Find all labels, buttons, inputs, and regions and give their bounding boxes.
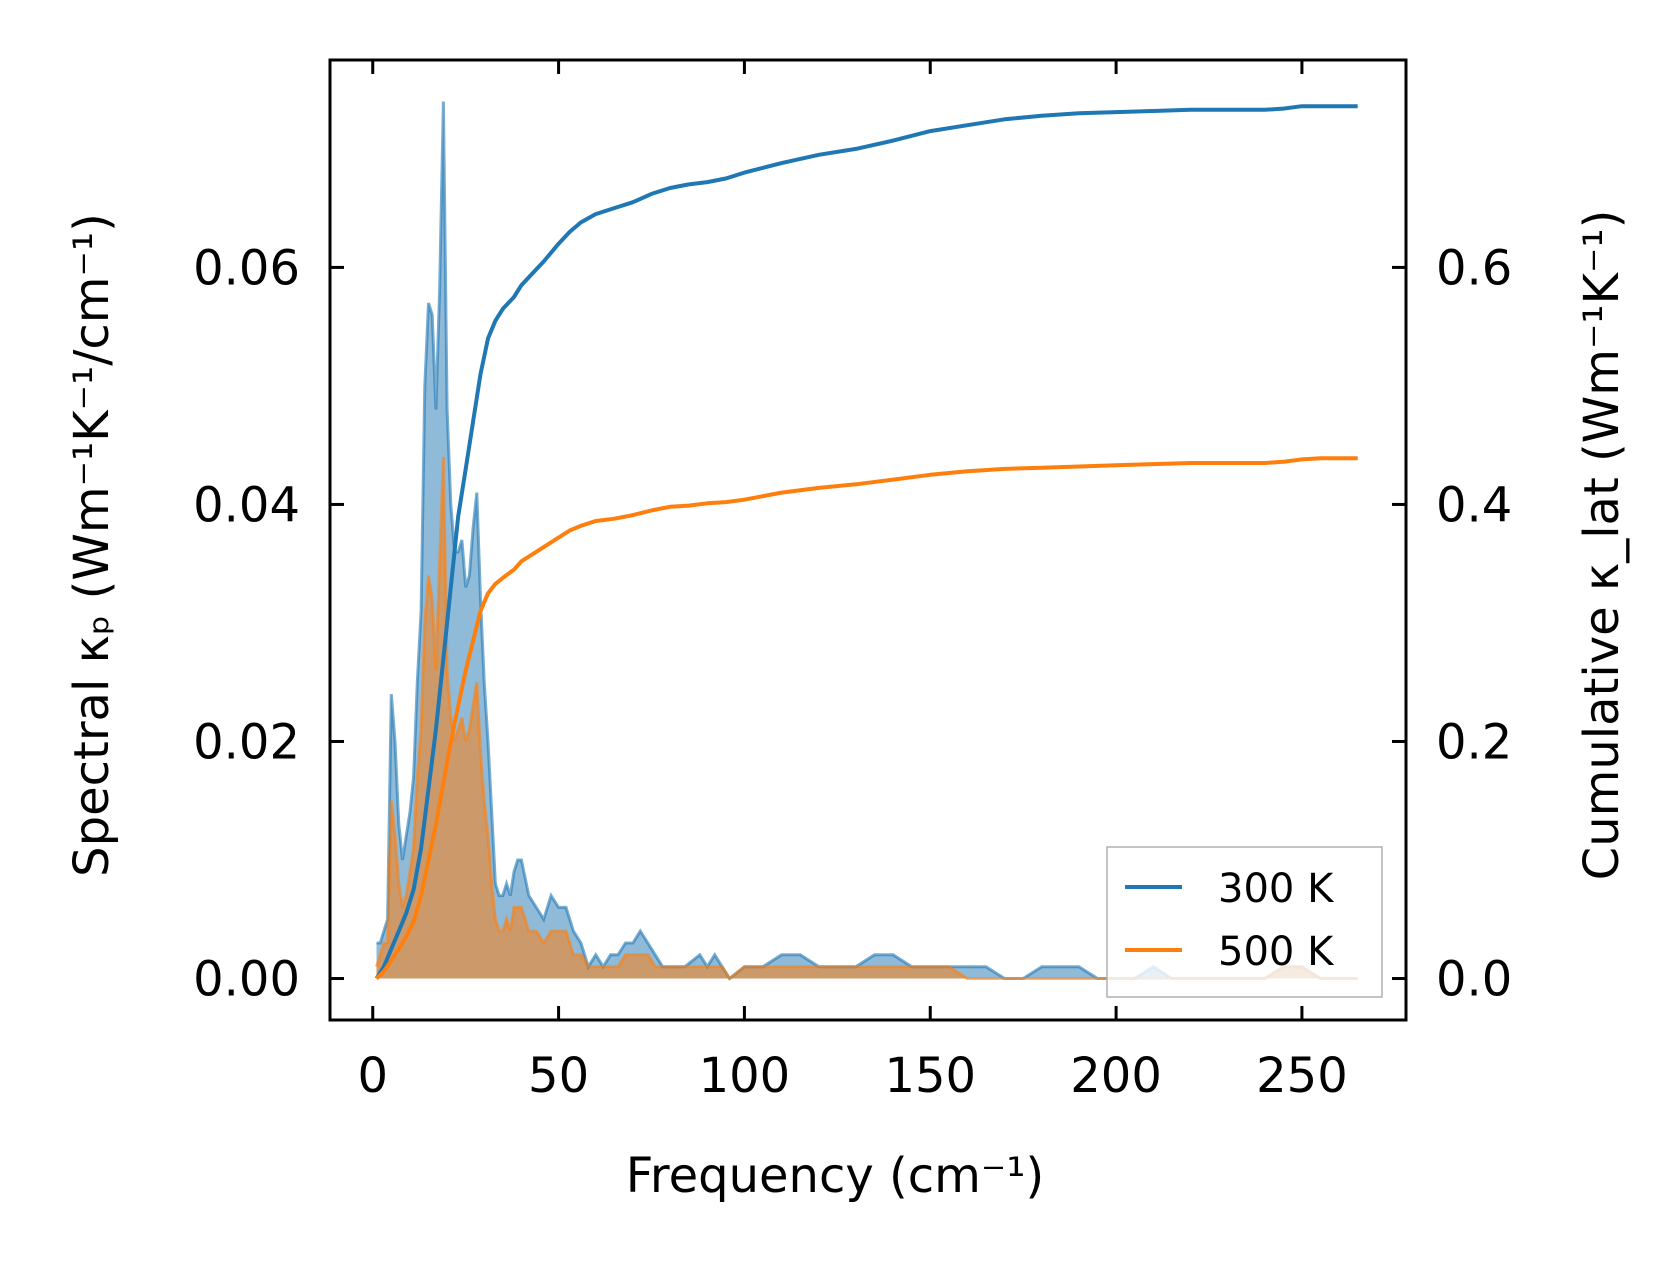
legend: 300 K 500 K bbox=[1106, 846, 1383, 998]
cumulative-line-300k bbox=[374, 104, 1358, 980]
spectral-lines bbox=[375, 101, 1358, 981]
x-tick-label: 200 bbox=[1070, 1048, 1162, 1104]
right-y-axis: 0.0 0.2 0.4 0.6 bbox=[1392, 240, 1512, 1008]
y2-tick-label: 0.6 bbox=[1436, 240, 1512, 296]
x-tick-label: 150 bbox=[884, 1048, 976, 1104]
spectral-fill-500k bbox=[376, 457, 1358, 979]
legend-label-300k: 300 K bbox=[1218, 866, 1335, 912]
spectral-line-500k bbox=[375, 456, 1358, 981]
y2-tick-label: 0.2 bbox=[1436, 714, 1512, 770]
y-tick-label: 0.06 bbox=[193, 240, 300, 296]
y2-tick-label: 0.4 bbox=[1436, 477, 1512, 533]
right-y-axis-label: Cumulative κ_lat (Wm⁻¹K⁻¹) bbox=[1574, 210, 1630, 881]
x-axis: 0 50 100 150 200 250 bbox=[357, 60, 1348, 1104]
x-tick-label: 0 bbox=[357, 1048, 388, 1104]
y-tick-label: 0.02 bbox=[193, 714, 300, 770]
x-tick-label: 50 bbox=[528, 1048, 589, 1104]
legend-frame bbox=[1106, 846, 1383, 998]
left-y-axis: 0.00 0.02 0.04 0.06 bbox=[193, 240, 344, 1008]
y-tick-label: 0.04 bbox=[193, 477, 300, 533]
x-axis-label: Frequency (cm⁻¹) bbox=[626, 1148, 1044, 1204]
cumulative-lines bbox=[374, 104, 1358, 980]
cumulative-line-500k bbox=[375, 456, 1358, 980]
y2-tick-label: 0.0 bbox=[1436, 952, 1512, 1008]
x-tick-label: 250 bbox=[1256, 1048, 1348, 1104]
left-y-axis-label: Spectral κₚ (Wm⁻¹K⁻¹/cm⁻¹) bbox=[64, 213, 120, 877]
y-tick-label: 0.00 bbox=[193, 952, 300, 1008]
legend-label-500k: 500 K bbox=[1218, 929, 1335, 975]
plot-frame bbox=[328, 58, 1408, 1022]
x-tick-label: 100 bbox=[699, 1048, 791, 1104]
spectral-fills bbox=[376, 101, 1358, 979]
